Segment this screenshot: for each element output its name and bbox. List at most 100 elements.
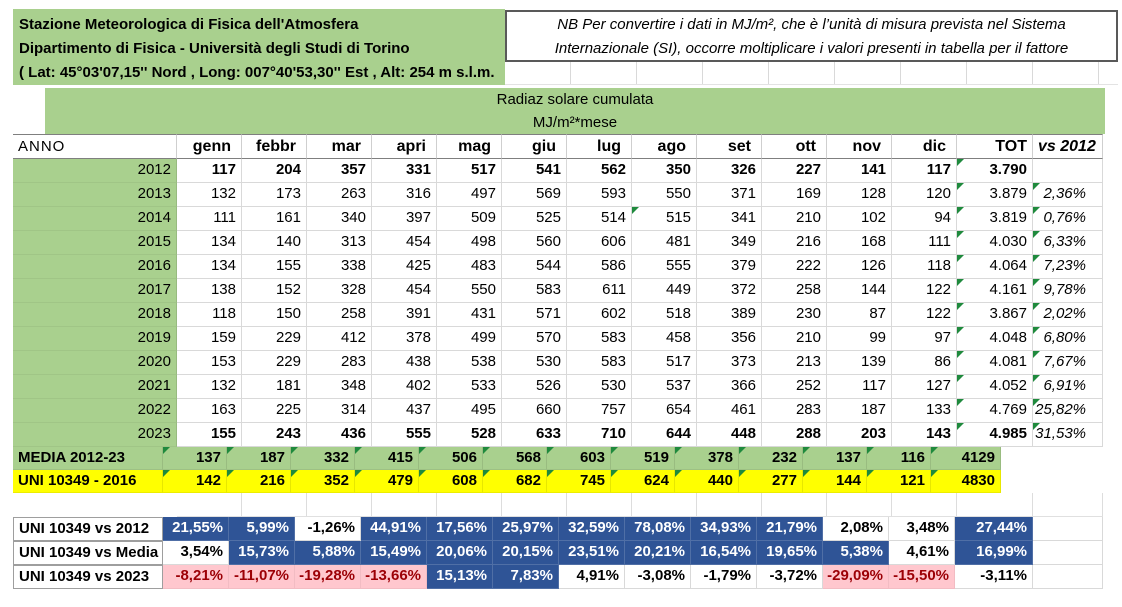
station-header-block[interactable]: Stazione Meteorologica di Fisica dell'At…	[13, 9, 505, 85]
column-header-tot[interactable]: TOT	[957, 134, 1033, 159]
percent-cell[interactable]: 19,65%	[757, 541, 823, 565]
empty-cell[interactable]	[13, 493, 177, 517]
month-value-cell[interactable]: 181	[242, 375, 307, 399]
empty-cell[interactable]	[571, 62, 637, 84]
month-value-cell[interactable]: 155	[177, 423, 242, 447]
month-value-cell[interactable]: 555	[372, 423, 437, 447]
month-value-cell[interactable]: 515	[632, 207, 697, 231]
month-value-cell[interactable]: 440	[675, 470, 739, 493]
total-cell[interactable]: 4.030	[957, 231, 1033, 255]
month-value-cell[interactable]: 436	[307, 423, 372, 447]
vs-2012-cell[interactable]: 25,82%	[1033, 399, 1103, 423]
month-value-cell[interactable]: 431	[437, 303, 502, 327]
month-value-cell[interactable]: 133	[892, 399, 957, 423]
empty-cell[interactable]	[1033, 493, 1103, 517]
month-value-cell[interactable]: 142	[163, 470, 227, 493]
month-value-cell[interactable]: 483	[437, 255, 502, 279]
percent-cell[interactable]: -19,28%	[295, 565, 361, 589]
vs-2012-cell[interactable]: 0,76%	[1033, 207, 1103, 231]
month-value-cell[interactable]: 277	[739, 470, 803, 493]
month-value-cell[interactable]: 583	[567, 327, 632, 351]
total-percent-cell[interactable]: 16,99%	[955, 541, 1033, 565]
month-value-cell[interactable]: 373	[697, 351, 762, 375]
month-value-cell[interactable]: 86	[892, 351, 957, 375]
percent-cell[interactable]: 44,91%	[361, 517, 427, 541]
month-value-cell[interactable]: 187	[827, 399, 892, 423]
month-value-cell[interactable]: 379	[697, 255, 762, 279]
vs-2012-cell[interactable]: 6,91%	[1033, 375, 1103, 399]
column-header-giu[interactable]: giu	[502, 134, 567, 159]
month-value-cell[interactable]: 526	[502, 375, 567, 399]
year-label[interactable]: 2019	[13, 327, 177, 351]
empty-cell[interactable]	[307, 493, 372, 517]
month-value-cell[interactable]: 216	[762, 231, 827, 255]
month-value-cell[interactable]: 654	[632, 399, 697, 423]
vs-2012-cell[interactable]: 2,02%	[1033, 303, 1103, 327]
empty-cell[interactable]	[835, 62, 901, 84]
empty-cell[interactable]	[901, 62, 967, 84]
year-label[interactable]: 2018	[13, 303, 177, 327]
column-header-febbr[interactable]: febbr	[242, 134, 307, 159]
month-value-cell[interactable]: 116	[867, 447, 931, 470]
month-value-cell[interactable]: 169	[762, 183, 827, 207]
month-value-cell[interactable]: 316	[372, 183, 437, 207]
month-value-cell[interactable]: 288	[762, 423, 827, 447]
month-value-cell[interactable]: 232	[739, 447, 803, 470]
month-value-cell[interactable]: 350	[632, 159, 697, 183]
month-value-cell[interactable]: 514	[567, 207, 632, 231]
month-value-cell[interactable]: 213	[762, 351, 827, 375]
month-value-cell[interactable]: 537	[632, 375, 697, 399]
percent-cell[interactable]: 16,54%	[691, 541, 757, 565]
month-value-cell[interactable]: 519	[611, 447, 675, 470]
table-title-band[interactable]: Radiaz solare cumulata MJ/m²*mese	[45, 88, 1105, 134]
month-value-cell[interactable]: 550	[632, 183, 697, 207]
month-value-cell[interactable]: 137	[163, 447, 227, 470]
month-value-cell[interactable]: 352	[291, 470, 355, 493]
empty-cell[interactable]	[567, 493, 632, 517]
vs-2012-cell[interactable]: 6,80%	[1033, 327, 1103, 351]
percent-cell[interactable]: 23,51%	[559, 541, 625, 565]
total-cell[interactable]: 4129	[931, 447, 1001, 470]
month-value-cell[interactable]: 569	[502, 183, 567, 207]
percent-cell[interactable]: 15,73%	[229, 541, 295, 565]
month-value-cell[interactable]: 128	[827, 183, 892, 207]
column-header-mag[interactable]: mag	[437, 134, 502, 159]
total-cell[interactable]: 4.161	[957, 279, 1033, 303]
month-value-cell[interactable]: 378	[675, 447, 739, 470]
month-value-cell[interactable]: 210	[762, 207, 827, 231]
month-value-cell[interactable]: 371	[697, 183, 762, 207]
month-value-cell[interactable]: 357	[307, 159, 372, 183]
vs-2012-cell[interactable]: 7,23%	[1033, 255, 1103, 279]
month-value-cell[interactable]: 132	[177, 375, 242, 399]
vs-2012-cell[interactable]: 6,33%	[1033, 231, 1103, 255]
month-value-cell[interactable]: 140	[242, 231, 307, 255]
comparison-label[interactable]: UNI 10349 vs 2012	[13, 517, 163, 541]
month-value-cell[interactable]: 366	[697, 375, 762, 399]
percent-cell[interactable]: 5,99%	[229, 517, 295, 541]
month-value-cell[interactable]: 710	[567, 423, 632, 447]
month-value-cell[interactable]: 331	[372, 159, 437, 183]
percent-cell[interactable]: 21,79%	[757, 517, 823, 541]
month-value-cell[interactable]: 530	[502, 351, 567, 375]
month-value-cell[interactable]: 117	[892, 159, 957, 183]
column-header-anno[interactable]: ANNO	[13, 134, 177, 159]
month-value-cell[interactable]: 425	[372, 255, 437, 279]
empty-cell[interactable]	[242, 493, 307, 517]
month-value-cell[interactable]: 99	[827, 327, 892, 351]
month-value-cell[interactable]: 586	[567, 255, 632, 279]
month-value-cell[interactable]: 118	[892, 255, 957, 279]
month-value-cell[interactable]: 159	[177, 327, 242, 351]
month-value-cell[interactable]: 138	[177, 279, 242, 303]
month-value-cell[interactable]: 458	[632, 327, 697, 351]
empty-cell[interactable]	[892, 493, 957, 517]
month-value-cell[interactable]: 498	[437, 231, 502, 255]
month-value-cell[interactable]: 134	[177, 255, 242, 279]
month-value-cell[interactable]: 163	[177, 399, 242, 423]
month-value-cell[interactable]: 372	[697, 279, 762, 303]
month-value-cell[interactable]: 449	[632, 279, 697, 303]
month-value-cell[interactable]: 378	[372, 327, 437, 351]
column-header-nov[interactable]: nov	[827, 134, 892, 159]
percent-cell[interactable]: 20,15%	[493, 541, 559, 565]
month-value-cell[interactable]: 533	[437, 375, 502, 399]
empty-cell[interactable]	[372, 493, 437, 517]
